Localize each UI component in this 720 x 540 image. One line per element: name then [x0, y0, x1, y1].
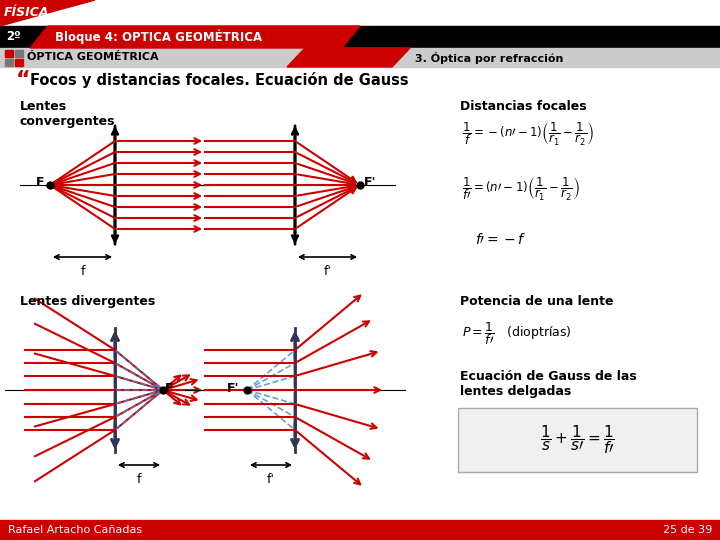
Text: $P = \dfrac{1}{f\prime}$   (dioptrías): $P = \dfrac{1}{f\prime}$ (dioptrías): [462, 320, 572, 347]
Text: $\dfrac{1}{f\prime} = (n\prime-1)\left(\dfrac{1}{r_1}-\dfrac{1}{r_2}\right)$: $\dfrac{1}{f\prime} = (n\prime-1)\left(\…: [462, 175, 580, 202]
Text: 3. Óptica por refracción: 3. Óptica por refracción: [415, 51, 563, 64]
Text: F: F: [165, 381, 174, 395]
Polygon shape: [287, 48, 410, 67]
Text: 2º: 2º: [6, 30, 21, 44]
Text: F': F': [364, 177, 377, 190]
Text: “: “: [16, 70, 31, 90]
Text: Rafael Artacho Cañadas: Rafael Artacho Cañadas: [8, 525, 142, 535]
Text: Bloque 4: OPTICA GEOMÉTRICA: Bloque 4: OPTICA GEOMÉTRICA: [55, 30, 262, 44]
Text: f: f: [80, 265, 85, 278]
Text: Focos y distancias focales. Ecuación de Gauss: Focos y distancias focales. Ecuación de …: [30, 72, 409, 88]
Bar: [15, 50, 23, 57]
Text: f': f': [267, 473, 275, 486]
Text: f: f: [137, 473, 141, 486]
Text: $\dfrac{1}{f} = -(n\prime-1)\left(\dfrac{1}{r_1}-\dfrac{1}{r_2}\right)$: $\dfrac{1}{f} = -(n\prime-1)\left(\dfrac…: [462, 120, 594, 147]
Text: Ecuación de Gauss de las
lentes delgadas: Ecuación de Gauss de las lentes delgadas: [460, 370, 636, 398]
Polygon shape: [0, 0, 95, 26]
Text: F': F': [227, 381, 240, 395]
Bar: [5, 59, 13, 66]
Text: Potencia de una lente: Potencia de una lente: [460, 295, 613, 308]
Text: $\dfrac{1}{s} + \dfrac{1}{s\prime} = \dfrac{1}{f\prime}$: $\dfrac{1}{s} + \dfrac{1}{s\prime} = \df…: [539, 423, 614, 456]
Text: $f\prime = -f$: $f\prime = -f$: [475, 232, 526, 247]
Text: Distancias focales: Distancias focales: [460, 100, 587, 113]
Bar: [15, 59, 23, 66]
Bar: [5, 50, 13, 57]
Text: ÓPTICA GEOMÉTRICA: ÓPTICA GEOMÉTRICA: [27, 52, 158, 63]
Text: Lentes divergentes: Lentes divergentes: [20, 295, 156, 308]
Text: F: F: [36, 177, 45, 190]
Polygon shape: [30, 26, 360, 48]
Text: f': f': [323, 265, 331, 278]
Text: Lentes
convergentes: Lentes convergentes: [20, 100, 115, 128]
Text: FÍSICA: FÍSICA: [4, 5, 50, 18]
FancyBboxPatch shape: [458, 408, 697, 472]
Text: 25 de 39: 25 de 39: [662, 525, 712, 535]
